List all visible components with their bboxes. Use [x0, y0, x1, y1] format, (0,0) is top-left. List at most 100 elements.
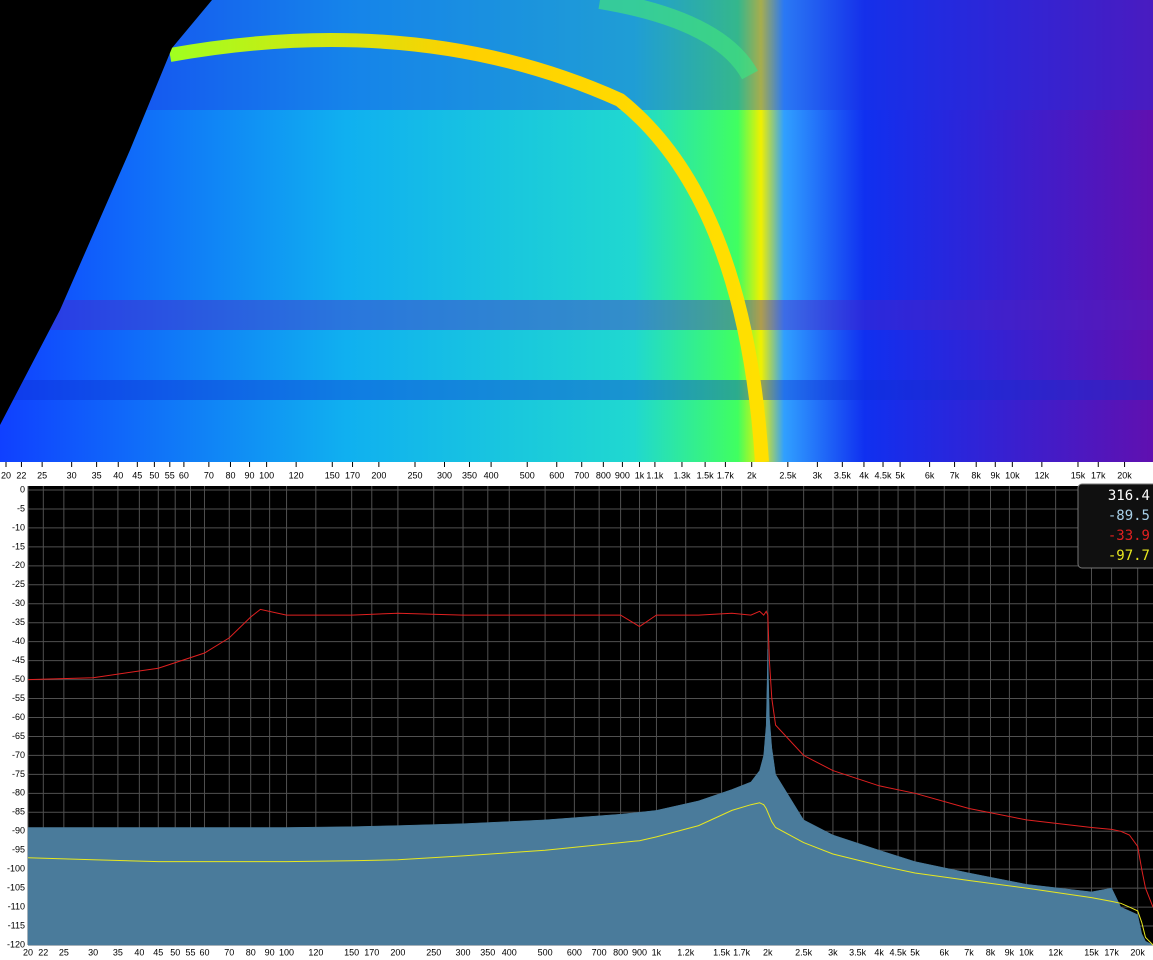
x-tick-label: 5k — [910, 947, 920, 957]
x-tick-label: 100 — [279, 947, 294, 957]
top-x-tick-label: 1.7k — [717, 470, 735, 480]
readout-value: -97.7 — [1108, 548, 1150, 564]
x-tick-label: 55 — [185, 947, 195, 957]
y-tick-label: -40 — [12, 636, 25, 646]
x-tick-label: 45 — [153, 947, 163, 957]
top-x-tick-label: 900 — [615, 470, 630, 480]
y-tick-label: -50 — [12, 674, 25, 684]
top-x-tick-label: 1.1k — [646, 470, 664, 480]
readout-frame — [1077, 483, 1153, 569]
x-tick-label: 2k — [763, 947, 773, 957]
readout-value: 316.4 — [1108, 488, 1150, 504]
y-tick-label: -70 — [12, 750, 25, 760]
top-x-tick-label: 5k — [895, 470, 905, 480]
y-tick-label: -15 — [12, 541, 25, 551]
y-tick-label: -30 — [12, 598, 25, 608]
top-x-tick-label: 40 — [113, 470, 123, 480]
x-tick-label: 1.5k — [713, 947, 731, 957]
x-tick-label: 10k — [1019, 947, 1034, 957]
x-tick-label: 170 — [364, 947, 379, 957]
x-tick-label: 400 — [502, 947, 517, 957]
top-x-tick-label: 500 — [520, 470, 535, 480]
y-tick-label: -85 — [12, 807, 25, 817]
top-x-tick-label: 1.5k — [697, 470, 715, 480]
top-x-tick-label: 12k — [1035, 470, 1050, 480]
x-tick-label: 4k — [874, 947, 884, 957]
x-tick-label: 4.5k — [890, 947, 908, 957]
x-tick-label: 25 — [59, 947, 69, 957]
spectrum-area — [27, 649, 1153, 946]
x-tick-label: 7k — [964, 947, 974, 957]
x-tick-label: 1k — [652, 947, 662, 957]
top-x-tick-label: 9k — [991, 470, 1001, 480]
x-tick-label: 200 — [390, 947, 405, 957]
top-x-tick-label: 3k — [813, 470, 823, 480]
top-x-tick-label: 10k — [1005, 470, 1020, 480]
x-tick-label: 80 — [246, 947, 256, 957]
x-tick-label: 6k — [940, 947, 950, 957]
top-x-tick-label: 35 — [92, 470, 102, 480]
top-x-tick-label: 30 — [67, 470, 77, 480]
x-tick-label: 40 — [134, 947, 144, 957]
y-tick-label: -90 — [12, 826, 25, 836]
y-tick-label: -25 — [12, 579, 25, 589]
y-tick-label: -10 — [12, 522, 25, 532]
top-x-tick-label: 1.3k — [673, 470, 691, 480]
x-tick-label: 250 — [426, 947, 441, 957]
x-tick-label: 1.7k — [733, 947, 751, 957]
top-x-tick-label: 8k — [971, 470, 981, 480]
x-tick-label: 17k — [1104, 947, 1119, 957]
top-x-tick-label: 15k — [1071, 470, 1086, 480]
x-tick-label: 2.5k — [795, 947, 813, 957]
top-x-tick-label: 22 — [16, 470, 26, 480]
top-x-tick-label: 25 — [37, 470, 47, 480]
top-x-tick-label: 50 — [149, 470, 159, 480]
top-x-tick-label: 600 — [549, 470, 564, 480]
y-tick-label: -105 — [7, 883, 25, 893]
x-tick-label: 700 — [592, 947, 607, 957]
waterfall — [0, 0, 1153, 463]
x-tick-label: 1.2k — [677, 947, 695, 957]
x-tick-label: 150 — [344, 947, 359, 957]
axis-labels: 0 -5 -10 -15 -20 -25 -30 -35 -40 -45 -50 -55 -60 -65 -… — [1, 462, 1145, 957]
top-x-tick-label: 2.5k — [779, 470, 797, 480]
top-x-tick-label: 400 — [484, 470, 499, 480]
top-x-tick-label: 3.5k — [834, 470, 852, 480]
top-x-tick-label: 250 — [407, 470, 422, 480]
top-x-tick-label: 350 — [462, 470, 477, 480]
y-tick-label: -20 — [12, 560, 25, 570]
x-tick-label: 70 — [224, 947, 234, 957]
top-x-tick-label: 20 — [1, 470, 11, 480]
y-tick-label: -35 — [12, 617, 25, 627]
x-tick-label: 60 — [199, 947, 209, 957]
top-x-tick-label: 800 — [596, 470, 611, 480]
top-x-tick-label: 6k — [925, 470, 935, 480]
x-tick-label: 900 — [632, 947, 647, 957]
top-x-tick-label: 20k — [1117, 470, 1132, 480]
top-x-tick-label: 60 — [179, 470, 189, 480]
y-tick-label: -110 — [8, 901, 25, 911]
top-x-tick-label: 2k — [747, 470, 757, 480]
y-tick-label: -5 — [17, 503, 25, 513]
top-x-tick-label: 700 — [574, 470, 589, 480]
top-x-tick-label: 7k — [950, 470, 960, 480]
y-tick-label: -80 — [12, 788, 25, 798]
y-tick-label: -55 — [12, 693, 25, 703]
y-tick-label: -75 — [12, 769, 25, 779]
y-tick-label: -115 — [8, 920, 25, 930]
top-x-tick-label: 45 — [132, 470, 142, 480]
top-x-tick-label: 120 — [289, 470, 304, 480]
top-x-tick-label: 70 — [204, 470, 214, 480]
y-tick-label: -120 — [7, 939, 25, 949]
x-tick-label: 15k — [1084, 947, 1099, 957]
y-tick-label: -60 — [12, 712, 25, 722]
y-tick-label: -45 — [12, 655, 25, 665]
x-tick-label: 9k — [1005, 947, 1015, 957]
bottom-axis-strip — [0, 945, 1153, 960]
x-tick-label: 500 — [538, 947, 553, 957]
spectrum-line — [27, 608, 1153, 908]
x-tick-label: 3.5k — [849, 947, 867, 957]
y-axis-strip — [0, 486, 28, 960]
x-tick-label: 20k — [1130, 947, 1145, 957]
